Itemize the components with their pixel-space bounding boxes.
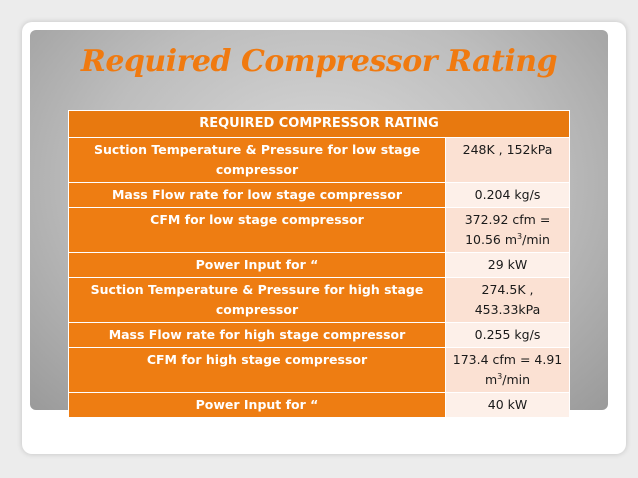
row-label: Power Input for “ [68, 392, 446, 418]
compressor-rating-table: REQUIRED COMPRESSOR RATING Suction Tempe… [68, 110, 570, 418]
row-value-unit: /min [522, 232, 550, 247]
table-row: Mass Flow rate for low stage compressor … [68, 182, 570, 208]
row-label: CFM for low stage compressor [68, 207, 446, 253]
table-row: Suction Temperature & Pressure for low s… [68, 137, 570, 183]
table-row: Mass Flow rate for high stage compressor… [68, 322, 570, 348]
row-label: Mass Flow rate for high stage compressor [68, 322, 446, 348]
table-row: Power Input for “ 40 kW [68, 392, 570, 418]
row-value: 173.4 cfm = 4.91 m3/min [445, 347, 570, 393]
row-value: 40 kW [445, 392, 570, 418]
row-value: 0.255 kg/s [445, 322, 570, 348]
table-row: CFM for low stage compressor 372.92 cfm … [68, 207, 570, 253]
row-value: 372.92 cfm = 10.56 m3/min [445, 207, 570, 253]
table-row: Suction Temperature & Pressure for high … [68, 277, 570, 323]
table-row: Power Input for “ 29 kW [68, 252, 570, 278]
table-header-row: REQUIRED COMPRESSOR RATING [68, 110, 570, 138]
row-value-unit: /min [502, 372, 531, 387]
row-value: 29 kW [445, 252, 570, 278]
row-value-text: 372.92 cfm = 10.56 m [464, 212, 551, 247]
row-value: 0.204 kg/s [445, 182, 570, 208]
row-label: Mass Flow rate for low stage compressor [68, 182, 446, 208]
slide-title: Required Compressor Rating [80, 44, 558, 79]
row-label: Power Input for “ [68, 252, 446, 278]
row-value-superscript: 3 [497, 371, 503, 381]
row-value-text: 173.4 cfm = 4.91 m [452, 352, 563, 387]
row-value-superscript: 3 [517, 231, 523, 241]
table-header: REQUIRED COMPRESSOR RATING [68, 110, 570, 138]
table-row: CFM for high stage compressor 173.4 cfm … [68, 347, 570, 393]
row-label: Suction Temperature & Pressure for high … [68, 277, 446, 323]
row-label: Suction Temperature & Pressure for low s… [68, 137, 446, 183]
row-value: 274.5K , 453.33kPa [445, 277, 570, 323]
row-value: 248K , 152kPa [445, 137, 570, 183]
row-label: CFM for high stage compressor [68, 347, 446, 393]
